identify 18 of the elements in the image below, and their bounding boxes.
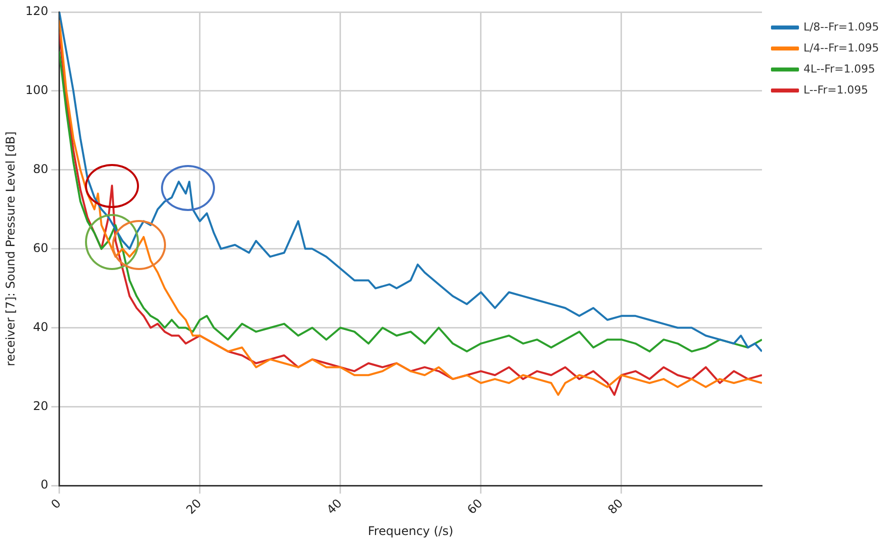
y-tick-label: 100 xyxy=(25,83,48,98)
y-tick-label: 40 xyxy=(33,320,48,334)
y-axis-title: receiver [7]: Sound Pressure Level [dB] xyxy=(3,131,18,366)
x-tick-label: 0 xyxy=(48,496,64,512)
legend-label: L/4--Fr=1.095 xyxy=(803,41,880,54)
legend-label: L--Fr=1.095 xyxy=(803,83,868,96)
y-tick-label: 20 xyxy=(33,398,48,413)
x-tick-label: 60 xyxy=(464,496,486,517)
y-tick-label: 60 xyxy=(33,240,48,255)
legend-label: 4L--Fr=1.095 xyxy=(803,62,876,76)
legend-label: L/8--Fr=1.095 xyxy=(803,20,880,34)
x-tick-label: 40 xyxy=(324,496,345,517)
x-tick-label: 80 xyxy=(605,496,626,517)
x-axis-title: Frequency (/s) xyxy=(368,524,454,538)
y-tick-label: 80 xyxy=(33,162,48,176)
y-tick-label: 120 xyxy=(25,4,48,18)
x-tick-label: 20 xyxy=(183,496,204,517)
y-tick-label: 0 xyxy=(40,478,48,492)
